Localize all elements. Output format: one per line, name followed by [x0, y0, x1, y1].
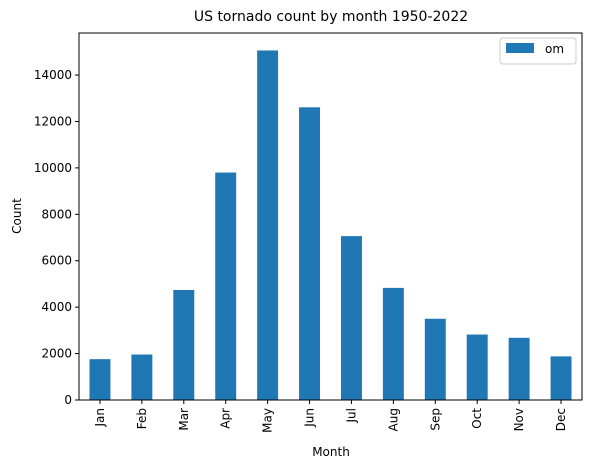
- y-tick-label: 10000: [34, 161, 72, 175]
- x-tick-label: Apr: [219, 408, 233, 429]
- x-tick-label: Dec: [554, 408, 568, 431]
- x-tick-label: Jun: [303, 408, 317, 428]
- chart-title: US tornado count by month 1950-2022: [194, 9, 468, 25]
- x-tick-label: Aug: [386, 408, 400, 431]
- x-tick-label: Sep: [428, 408, 442, 431]
- bar-aug: [382, 287, 404, 400]
- legend-swatch: [506, 43, 534, 53]
- bars: [89, 50, 572, 400]
- bar-feb: [131, 354, 153, 400]
- y-tick-label: 14000: [34, 68, 72, 82]
- y-tick-label: 12000: [34, 114, 72, 128]
- bar-jun: [299, 107, 321, 400]
- y-tick-label: 6000: [41, 254, 72, 268]
- x-tick-label: May: [261, 408, 275, 433]
- x-tick-label: Mar: [177, 408, 191, 431]
- x-tick-label: Jul: [344, 408, 358, 423]
- bar-jul: [340, 236, 362, 400]
- legend-label: om: [545, 42, 564, 56]
- legend: om: [499, 37, 577, 65]
- plot-frame: [78, 32, 583, 401]
- bar-apr: [215, 172, 237, 400]
- y-tick-label: 8000: [41, 207, 72, 221]
- bar-oct: [466, 334, 488, 400]
- x-axis: Jan Feb Mar Apr May Jun Jul Aug Sep Oct Nov Dec: [93, 400, 568, 433]
- bar-dec: [550, 356, 572, 400]
- x-tick-label: Feb: [135, 408, 149, 429]
- y-tick-label: 2000: [41, 347, 72, 361]
- bar-mar: [173, 289, 195, 400]
- bar-sep: [424, 318, 446, 400]
- x-axis-label: Month: [312, 445, 350, 459]
- x-tick-label: Nov: [512, 408, 526, 431]
- y-tick-label: 4000: [41, 300, 72, 314]
- bar-jan: [89, 359, 111, 400]
- x-tick-label: Oct: [470, 408, 484, 429]
- y-axis-label: Count: [10, 198, 24, 234]
- x-tick-label: Jan: [93, 408, 107, 428]
- bar-may: [257, 50, 279, 400]
- y-axis: 0 2000 4000 6000 8000 10000 12000 14000: [34, 68, 79, 407]
- y-tick-label: 0: [64, 393, 72, 407]
- bar-nov: [508, 337, 530, 400]
